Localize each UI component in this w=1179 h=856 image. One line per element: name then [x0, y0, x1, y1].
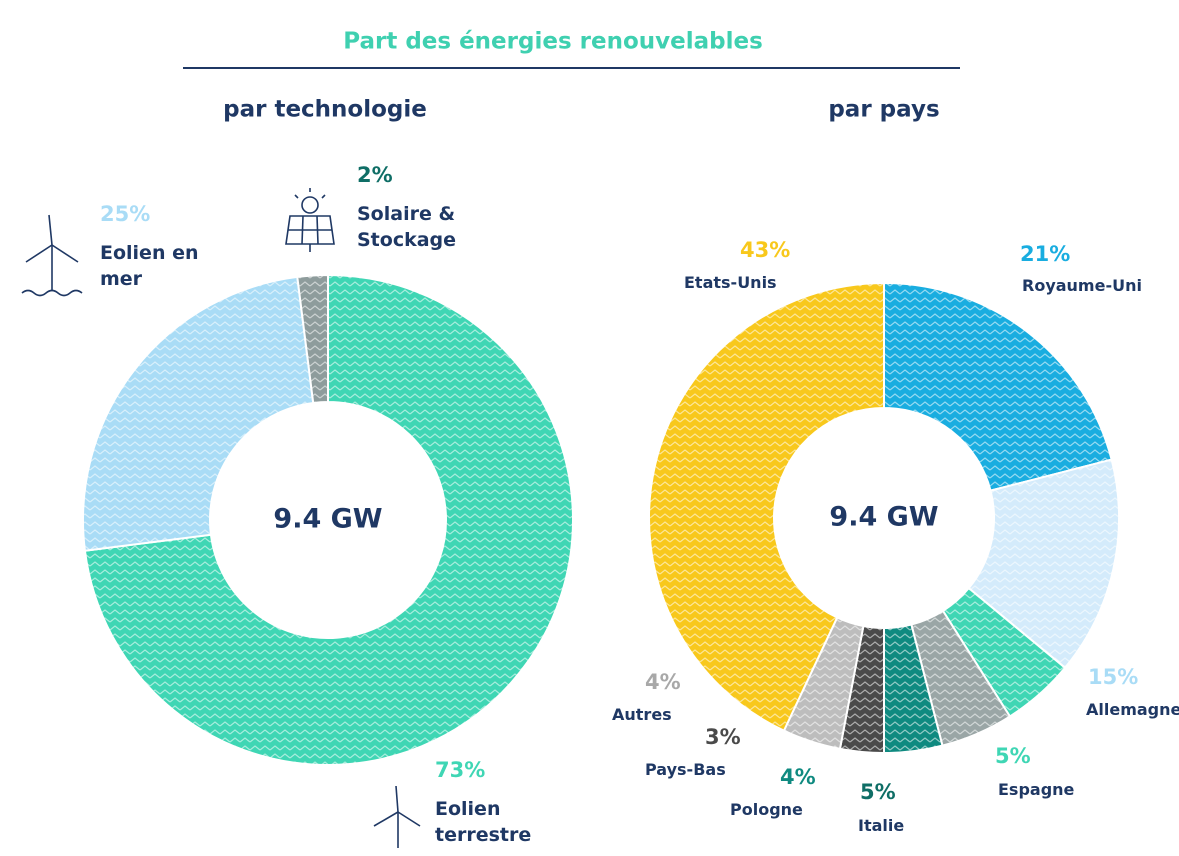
value-label: 21%	[1020, 242, 1071, 266]
onshore-icon	[373, 785, 421, 848]
category-label: Italie	[858, 816, 905, 835]
value-label: 2%	[357, 163, 393, 187]
chart-title: par technologie	[223, 97, 427, 123]
value-label: 25%	[100, 202, 151, 226]
center-label: 9.4 GW	[829, 502, 938, 533]
value-label: 5%	[995, 744, 1031, 768]
category-label: Royaume-Uni	[1022, 276, 1142, 295]
category-label: Allemagne	[1086, 700, 1179, 719]
value-label: 15%	[1088, 665, 1139, 689]
chart-title: par pays	[828, 97, 939, 123]
offshore-icon	[21, 214, 83, 297]
page-title: Part des énergies renouvelables	[343, 29, 763, 55]
category-label: Solaire & Stockage	[357, 203, 457, 251]
category-label: Etats-Unis	[684, 273, 777, 292]
category-label: Espagne	[998, 780, 1075, 799]
category-label: Pologne	[730, 800, 803, 819]
value-label: 5%	[860, 780, 896, 804]
category-label: Autres	[612, 705, 672, 724]
value-label: 3%	[705, 725, 741, 749]
category-label: Eolien en mer	[100, 242, 199, 290]
center-label: 9.4 GW	[273, 504, 382, 535]
value-label: 73%	[435, 758, 486, 782]
category-label: Eolien terrestre	[435, 798, 532, 846]
category-label: Pays-Bas	[645, 760, 726, 779]
value-label: 43%	[740, 238, 791, 262]
donut-segment	[883, 281, 1113, 492]
value-label: 4%	[780, 765, 816, 789]
value-label: 4%	[645, 670, 681, 694]
solar-icon	[285, 188, 335, 252]
